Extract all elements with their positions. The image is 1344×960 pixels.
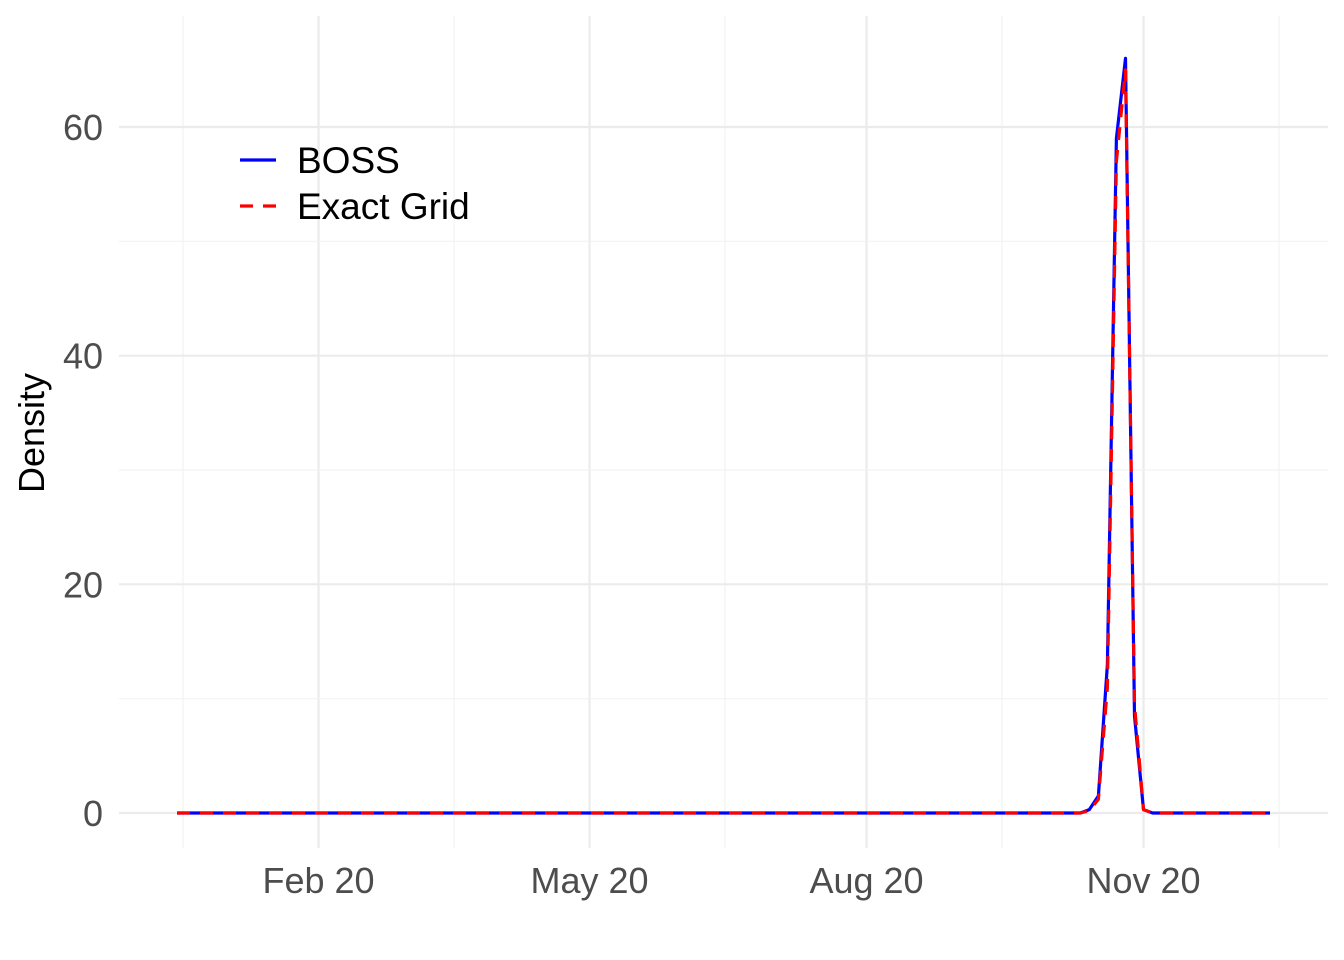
x-tick-label: Nov 20 [1086,860,1200,901]
x-tick-label: Aug 20 [809,860,923,901]
legend-label-boss: BOSS [297,140,400,181]
grid [119,16,1328,848]
series-line-exact-grid [177,68,1270,815]
x-axis-ticks: Feb 20 May 20 Aug 20 Nov 20 [262,860,1200,901]
y-axis-title: Density [11,373,52,493]
y-tick-label: 20 [63,564,103,605]
x-tick-label: Feb 20 [262,860,374,901]
x-tick-label: May 20 [530,860,648,901]
y-tick-label: 0 [83,793,103,834]
series-lines [177,56,1270,815]
legend: BOSS Exact Grid [240,140,470,227]
y-axis-ticks: 0 20 40 60 [63,107,103,834]
y-tick-label: 60 [63,107,103,148]
y-tick-label: 40 [63,336,103,377]
legend-label-exact-grid: Exact Grid [297,186,470,227]
